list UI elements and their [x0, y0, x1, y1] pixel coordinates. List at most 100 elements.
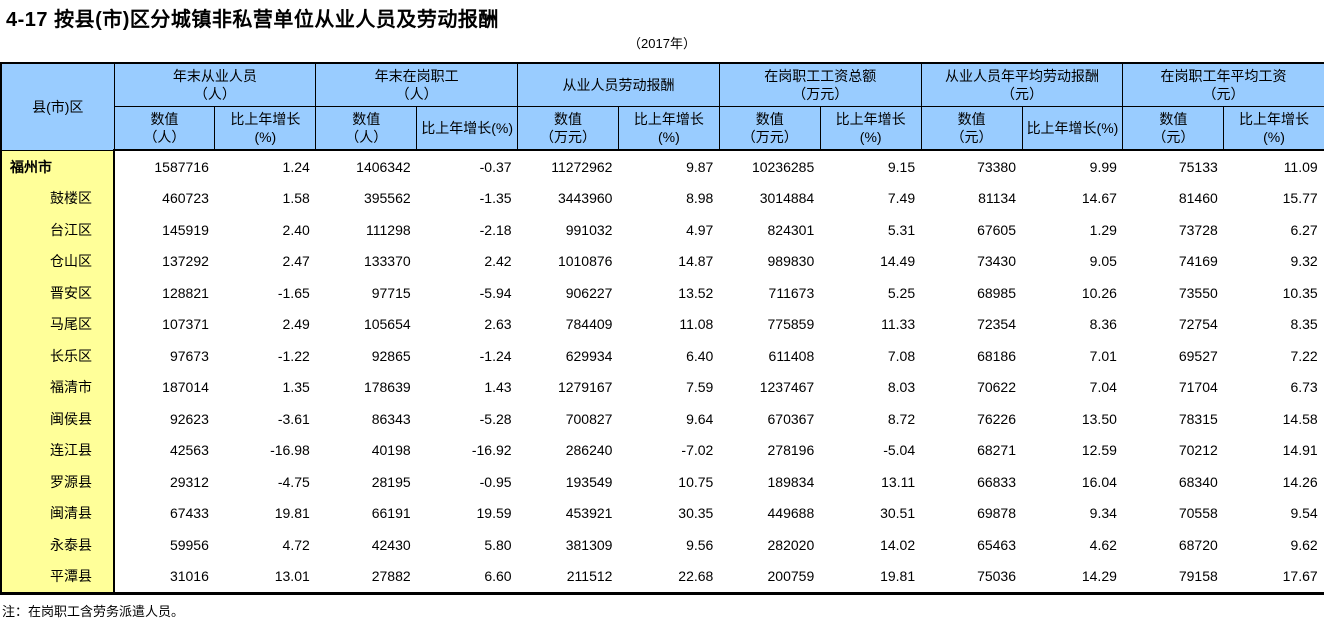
value-cell: 68340	[1178, 473, 1218, 490]
value-cell: 7.49	[887, 190, 916, 207]
value-cell: 31016	[169, 568, 209, 585]
value-cell: 453921	[565, 505, 613, 522]
sub-header-cell: 数值 （元）	[920, 106, 1023, 151]
table-row: 台江区 145919 2.40 111298 -2.18 991032 4.97 824301…	[1, 214, 1324, 246]
value-cell: 1406342	[356, 158, 411, 175]
value-cell: 69527	[1178, 347, 1218, 364]
value-cell: -1.35	[479, 190, 512, 207]
corner-header: 县(市)区	[0, 62, 115, 151]
value-cell: 193549	[565, 473, 613, 490]
value-cell: 14.02	[880, 536, 916, 553]
value-cell: 10.75	[678, 473, 714, 490]
group-title: 从业人员年平均劳动报酬	[945, 68, 1100, 84]
group-title: 年末在岗职工	[374, 68, 459, 84]
table-row: 晋安区 128821 -1.65 97715 -5.94 906227 13.52 71167…	[1, 277, 1324, 309]
value-cell: -1.65	[277, 284, 310, 301]
value-cell: 5.80	[484, 536, 512, 553]
value-cell: 29312	[169, 473, 209, 490]
value-cell: 72754	[1178, 316, 1218, 333]
row-label-cell: 鼓楼区	[1, 182, 115, 214]
value-cell: 79158	[1178, 568, 1218, 585]
value-cell: 11.33	[881, 316, 916, 333]
column-group-header: 从业人员年平均劳动报酬 （元）	[920, 62, 1124, 107]
value-cell: 8.36	[1089, 316, 1117, 333]
table-row: 闽清县 67433 19.81 66191 19.59 453921 30.35 449688…	[1, 497, 1324, 529]
value-cell: 7.04	[1089, 379, 1117, 396]
value-cell: 1279167	[557, 379, 613, 396]
value-cell: 10.26	[1081, 284, 1117, 301]
column-group-header: 年末从业人员 （人）	[113, 62, 317, 107]
value-cell: 6.73	[1290, 379, 1318, 396]
value-cell: 1.24	[282, 158, 310, 175]
value-cell: 395562	[363, 190, 411, 207]
value-cell: 27882	[371, 568, 411, 585]
value-cell: -16.92	[471, 442, 512, 459]
value-cell: 3014884	[759, 190, 815, 207]
value-cell: 74169	[1178, 253, 1218, 270]
row-label-cell: 晋安区	[1, 277, 115, 309]
value-cell: 42563	[169, 442, 209, 459]
value-cell: 19.81	[880, 568, 916, 585]
value-cell: 9.32	[1290, 253, 1318, 270]
value-cell: -4.75	[277, 473, 310, 490]
value-cell: 187014	[162, 379, 209, 396]
value-cell: 5.31	[887, 221, 916, 238]
group-title: 从业人员劳动报酬	[562, 77, 675, 93]
value-cell: 6.60	[484, 568, 512, 585]
value-cell: 70212	[1178, 442, 1218, 459]
value-cell: 3443960	[557, 190, 613, 207]
value-cell: -7.02	[681, 442, 714, 459]
value-cell: 76226	[977, 410, 1017, 427]
value-cell: -2.18	[479, 221, 512, 238]
value-cell: 67433	[169, 505, 209, 522]
value-cell: 14.67	[1081, 190, 1117, 207]
value-cell: 75036	[977, 568, 1017, 585]
value-cell: 9.99	[1089, 158, 1117, 175]
value-cell: 611408	[768, 347, 815, 364]
column-group-header: 年末在岗职工 （人）	[315, 62, 519, 107]
value-cell: 68720	[1178, 536, 1218, 553]
value-cell: -5.04	[883, 442, 916, 459]
sub-header-cell: 数值 （万元）	[517, 106, 619, 151]
value-cell: 69878	[977, 505, 1017, 522]
row-label-cell: 台江区	[1, 214, 115, 246]
value-cell: 5.25	[887, 284, 916, 301]
value-cell: 784409	[565, 316, 613, 333]
page-subtitle: （2017年）	[628, 36, 696, 51]
value-cell: -0.37	[479, 158, 512, 175]
sub-header-cell: 比上年增长(%)	[416, 106, 519, 151]
value-cell: 73380	[977, 158, 1017, 175]
group-title: 年末从业人员	[172, 68, 257, 84]
table-row: 马尾区 107371 2.49 105654 2.63 784409 11.08 775859…	[1, 308, 1324, 340]
value-cell: -1.24	[479, 347, 512, 364]
group-unit: （元）	[1001, 86, 1044, 102]
group-unit: （元）	[1202, 86, 1245, 102]
value-cell: 6.40	[686, 347, 714, 364]
value-cell: 68186	[977, 347, 1017, 364]
value-cell: 7.01	[1089, 347, 1117, 364]
value-cell: 178639	[363, 379, 411, 396]
value-cell: 11.09	[1283, 158, 1318, 175]
value-cell: 68985	[977, 284, 1017, 301]
value-cell: 66833	[977, 473, 1017, 490]
value-cell: 81134	[978, 190, 1017, 207]
value-cell: 711673	[768, 284, 815, 301]
value-cell: 775859	[767, 316, 815, 333]
value-cell: 14.87	[678, 253, 714, 270]
row-label-cell: 马尾区	[1, 308, 115, 340]
value-cell: 2.49	[282, 316, 310, 333]
table-row: 永泰县 59956 4.72 42430 5.80 381309 9.56 282020 14.…	[1, 529, 1324, 561]
value-cell: 72354	[977, 316, 1017, 333]
row-label-cell: 闽侯县	[1, 403, 115, 435]
table-row: 福州市 1587716 1.24 1406342 -0.37 11272962 9.87 10…	[1, 150, 1324, 183]
value-cell: 700827	[565, 410, 613, 427]
value-cell: 1237467	[759, 379, 815, 396]
footnote: 注：在岗职工含劳务派遣人员。	[2, 604, 185, 619]
value-cell: 71704	[1178, 379, 1218, 396]
sub-header-cell: 比上年增长(%)	[214, 106, 317, 151]
sub-header-cell: 比上年增长(%)	[1021, 106, 1124, 151]
value-cell: 137292	[162, 253, 209, 270]
row-label-cell: 闽清县	[1, 497, 115, 529]
value-cell: 1010876	[557, 253, 613, 270]
value-cell: 9.87	[686, 158, 714, 175]
